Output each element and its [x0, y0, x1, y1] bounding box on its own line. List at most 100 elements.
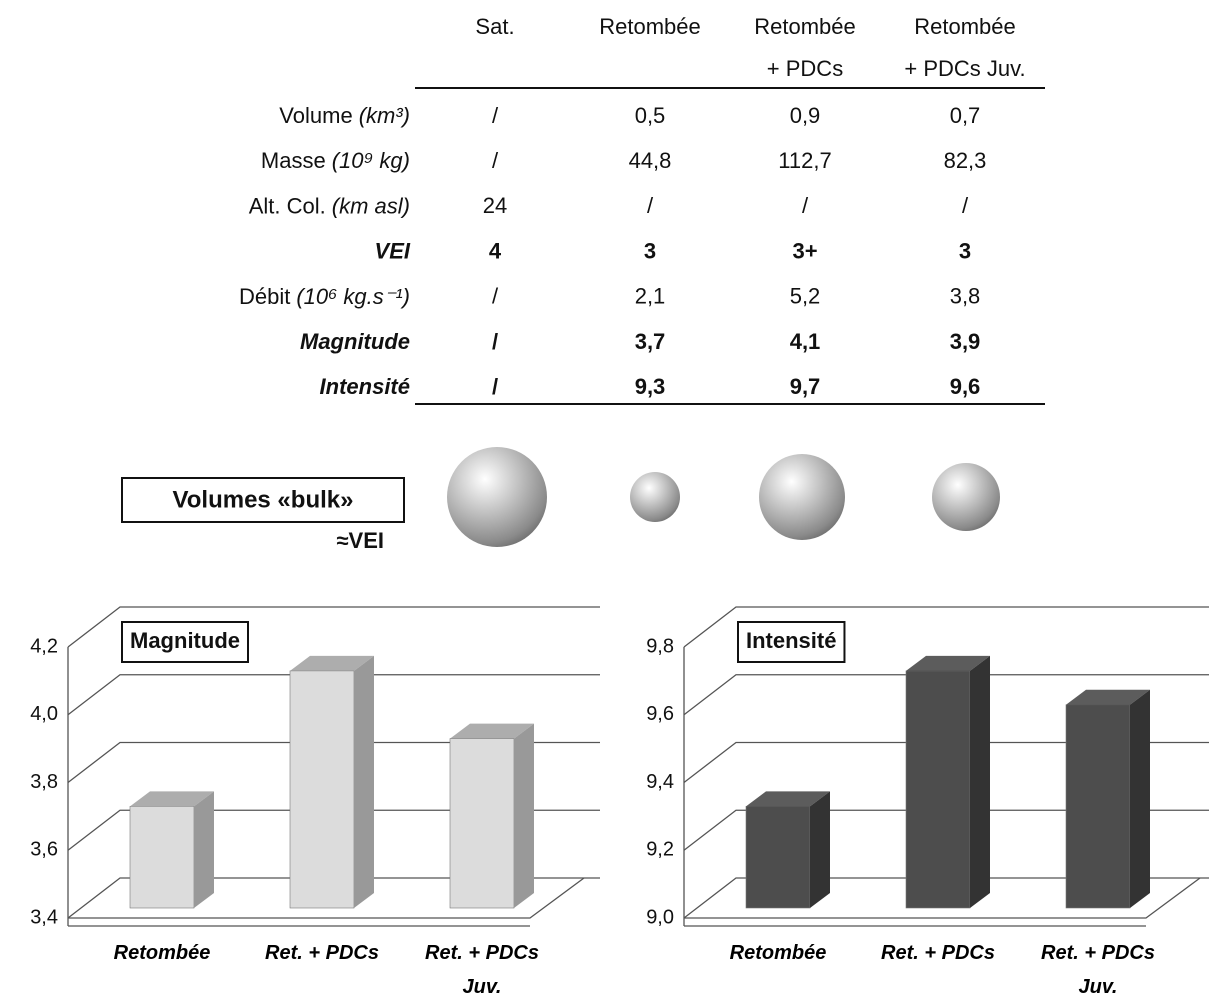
bar-top [746, 791, 830, 807]
table-cell: / [492, 284, 499, 309]
sphere [630, 472, 680, 522]
table-cell: 9,6 [950, 374, 981, 399]
y-tick-label: 3,8 [30, 771, 58, 793]
chart: 3,4 3,6 3,8 4,0 4,2 Magnitude [30, 606, 600, 928]
grid-line [67, 674, 600, 716]
table-cell: 0,5 [635, 103, 666, 128]
table-cell: 9,3 [635, 374, 666, 399]
chart: 9,0 9,2 9,4 9,6 9,8 Intensité [646, 606, 1209, 928]
x-tick-label: Retombée [113, 942, 211, 964]
grid-line [67, 606, 600, 648]
column-header: Retombée [599, 14, 701, 39]
sphere [932, 463, 1000, 531]
x-tick-label: Ret. + PDCs [881, 942, 995, 964]
table-cell: / [492, 374, 498, 399]
row-label-text: Débit [239, 284, 290, 309]
row-label-text: VEI [375, 238, 411, 263]
bar-side [514, 723, 534, 908]
bar-side [1130, 689, 1150, 908]
volumes-title: Volumes «bulk» [173, 486, 354, 513]
row-unit: (10⁶ kg.s⁻¹) [296, 284, 410, 309]
row-label: Alt. Col. (km asl) [249, 193, 410, 218]
y-tick-label: 9,4 [646, 771, 674, 793]
row-label: Magnitude [300, 329, 410, 354]
bar-top [450, 723, 534, 739]
y-tick-label: 9,6 [646, 703, 674, 725]
table-cell: 24 [483, 193, 507, 218]
table-cell: 3+ [792, 238, 817, 263]
y-tick-label: 9,0 [646, 906, 674, 928]
row-label-text: Magnitude [300, 329, 410, 354]
y-tick-label: 3,4 [30, 906, 58, 928]
x-tick-label: Ret. + PDCs Juv. [425, 942, 539, 993]
column-header: + PDCs [767, 56, 843, 81]
table-cell: / [492, 103, 499, 128]
bar-side [194, 791, 214, 908]
bar-top [1066, 689, 1150, 705]
row-unit: (km asl) [332, 193, 410, 218]
table-cell: 9,7 [790, 374, 821, 399]
floor-line [68, 877, 585, 919]
table-cell: / [492, 148, 499, 173]
x-tick-label: Retombée [729, 942, 827, 964]
row-label: Débit (10⁶ kg.s⁻¹) [239, 284, 410, 309]
table-cell: 44,8 [629, 148, 672, 173]
table-cell: 3 [644, 238, 656, 263]
table-cell: / [962, 193, 969, 218]
row-label-text: Intensité [320, 374, 410, 399]
bar-side [970, 655, 990, 908]
row-label: Masse (10⁹ kg) [261, 148, 410, 173]
bar-top [906, 655, 990, 671]
column-header: Retombée [754, 14, 856, 39]
bar [1065, 704, 1131, 909]
table-cell: 5,2 [790, 284, 821, 309]
grid-line [683, 809, 1209, 851]
floor-line [684, 877, 1201, 919]
bar [745, 806, 811, 909]
bar-side [354, 655, 374, 908]
table-cell: 3,7 [635, 329, 666, 354]
column-header: Retombée [914, 14, 1016, 39]
table-cell: 112,7 [778, 148, 831, 173]
bar [129, 806, 195, 909]
bar [289, 670, 355, 909]
grid-line [67, 877, 600, 919]
volumes-box [121, 477, 405, 523]
chart-title-box [737, 621, 846, 663]
bar [449, 738, 515, 909]
row-unit: (10⁹ kg) [332, 148, 410, 173]
chart-title: Intensité [746, 628, 836, 653]
grid-line [683, 606, 1209, 648]
table-cell: 82,3 [944, 148, 987, 173]
y-tick-label: 9,2 [646, 839, 674, 861]
table-cell: 3,9 [950, 329, 981, 354]
row-label: Volume (km³) [279, 103, 410, 128]
table-cell: 4,1 [790, 329, 821, 354]
row-unit: (km³) [359, 103, 410, 128]
grid-line [683, 741, 1209, 784]
column-header: + PDCs Juv. [904, 56, 1025, 81]
x-tick-label: Ret. + PDCs Juv. [1041, 942, 1155, 993]
column-header: Sat. [475, 14, 514, 39]
bar-side [810, 791, 830, 908]
y-tick-label: 4,0 [30, 703, 58, 725]
table-cell: 3,8 [950, 284, 981, 309]
grid-line [683, 877, 1209, 919]
table-cell: 2,1 [635, 284, 666, 309]
table-cell: 3 [959, 238, 971, 263]
row-label-text: Volume [279, 103, 352, 128]
y-tick-label: 3,6 [30, 839, 58, 861]
table-cell: 4 [489, 238, 502, 263]
chart-title-box [121, 621, 249, 663]
table-cell: 0,7 [950, 103, 981, 128]
y-tick-label: 9,8 [646, 635, 674, 657]
table-cell: / [802, 193, 809, 218]
row-label: Intensité [320, 374, 410, 399]
y-tick-label: 4,2 [30, 635, 58, 657]
bar-top [130, 791, 214, 807]
row-label-text: Alt. Col. [249, 193, 326, 218]
grid-line [683, 674, 1209, 716]
x-tick-label: Ret. + PDCs [265, 942, 379, 964]
